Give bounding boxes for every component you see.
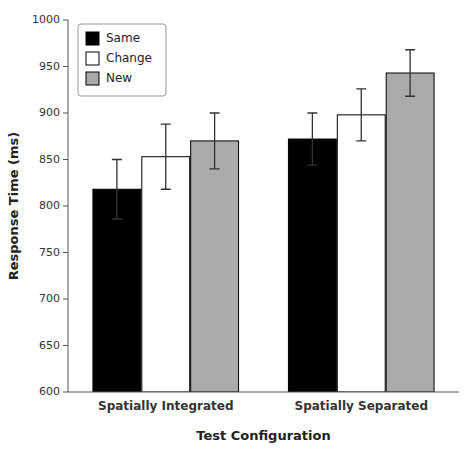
chart-container: 600 650 700 750 800 850 900 950 1000 Spatially In…: [0, 0, 474, 454]
bar: [288, 139, 336, 392]
error-bar: [307, 113, 317, 165]
x-axis-line: [68, 392, 459, 393]
y-tick: [63, 299, 68, 300]
error-bar-path: [112, 160, 122, 220]
error-bar: [161, 124, 171, 189]
legend: Same Change New: [78, 24, 166, 96]
marks: [93, 50, 434, 392]
legend-swatch: [86, 32, 99, 45]
bar: [142, 157, 190, 392]
y-tick-label: 700: [39, 292, 60, 305]
error-bar-path: [405, 50, 415, 97]
legend-swatch: [86, 72, 99, 85]
y-tick-label: 850: [39, 153, 60, 166]
x-tick-label: Spatially Separated: [295, 399, 428, 413]
y-tick: [63, 345, 68, 346]
y-tick-label: 650: [39, 339, 60, 352]
y-tick: [63, 206, 68, 207]
legend-label: Same: [106, 31, 140, 45]
bar: [191, 141, 239, 392]
legend-swatch: [86, 52, 99, 65]
y-tick: [63, 20, 68, 21]
y-tick: [63, 392, 68, 393]
error-bar: [112, 160, 122, 220]
x-tick-label: Spatially Integrated: [98, 399, 233, 413]
bar: [93, 189, 141, 392]
axes: 600 650 700 750 800 850 900 950 1000 Spatially In…: [32, 13, 459, 413]
y-tick-label: 600: [39, 385, 60, 398]
error-bar-path: [356, 89, 366, 141]
error-bar-path: [161, 124, 171, 189]
bar: [386, 73, 434, 392]
y-tick-label: 1000: [32, 13, 60, 26]
y-axis-label: Response Time (ms): [6, 132, 21, 281]
legend-label: Change: [106, 51, 152, 65]
error-bar-path: [210, 113, 220, 169]
error-bar: [356, 89, 366, 141]
legend-frame: [78, 24, 166, 96]
y-tick: [63, 159, 68, 160]
y-tick-label: 800: [39, 199, 60, 212]
y-tick-label: 900: [39, 106, 60, 119]
chart-svg: 600 650 700 750 800 850 900 950 1000 Spatially In…: [0, 0, 474, 454]
legend-label: New: [106, 71, 132, 85]
error-bar-path: [307, 113, 317, 165]
error-bar: [210, 113, 220, 169]
x-axis-label: Test Configuration: [196, 428, 330, 443]
y-tick-label: 750: [39, 246, 60, 259]
y-tick: [63, 113, 68, 114]
y-tick: [63, 252, 68, 253]
error-bar: [405, 50, 415, 97]
y-tick: [63, 66, 68, 67]
y-tick-label: 950: [39, 60, 60, 73]
bar: [337, 115, 385, 392]
